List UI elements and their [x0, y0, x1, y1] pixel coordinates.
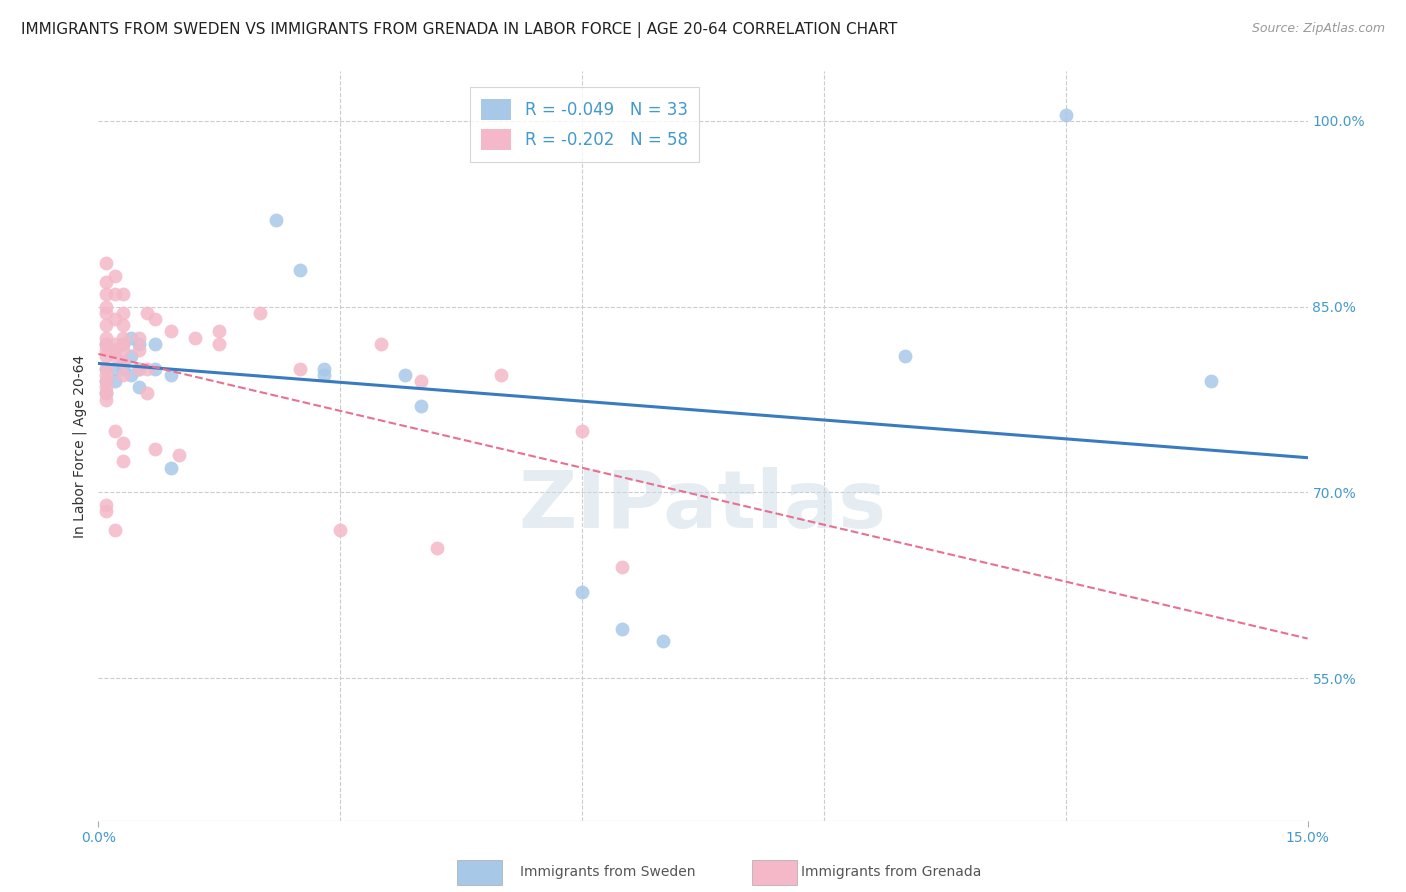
Point: [160, 368, 183, 382]
Point: [128, 361, 150, 376]
Point: [612, 622, 634, 636]
Point: [111, 287, 134, 301]
Point: [370, 336, 392, 351]
Point: [571, 584, 593, 599]
Text: IMMIGRANTS FROM SWEDEN VS IMMIGRANTS FROM GRENADA IN LABOR FORCE | AGE 20-64 COR: IMMIGRANTS FROM SWEDEN VS IMMIGRANTS FRO…: [21, 22, 897, 38]
Point: [96, 386, 118, 401]
Point: [394, 368, 416, 382]
Point: [111, 368, 134, 382]
Point: [96, 504, 118, 518]
Point: [103, 287, 125, 301]
Point: [96, 287, 118, 301]
Point: [96, 368, 118, 382]
Text: Immigrants from Sweden: Immigrants from Sweden: [520, 865, 696, 880]
Legend: R = -0.049   N = 33, R = -0.202   N = 58: R = -0.049 N = 33, R = -0.202 N = 58: [470, 87, 699, 161]
Point: [96, 331, 118, 345]
Point: [96, 336, 118, 351]
Point: [143, 442, 166, 456]
Point: [103, 349, 125, 363]
Point: [96, 361, 118, 376]
Point: [103, 268, 125, 283]
Point: [103, 312, 125, 326]
Point: [111, 343, 134, 357]
Point: [426, 541, 449, 556]
Point: [103, 361, 125, 376]
Point: [1054, 108, 1077, 122]
Point: [135, 306, 157, 320]
Point: [96, 380, 118, 394]
Point: [264, 213, 287, 227]
Point: [103, 343, 125, 357]
Point: [111, 318, 134, 333]
Point: [111, 336, 134, 351]
Point: [103, 336, 125, 351]
Point: [288, 262, 311, 277]
Point: [111, 454, 134, 468]
Point: [143, 312, 166, 326]
Point: [96, 300, 118, 314]
Point: [208, 336, 231, 351]
Point: [143, 336, 166, 351]
Point: [128, 361, 150, 376]
Point: [111, 436, 134, 450]
Point: [143, 361, 166, 376]
Point: [111, 361, 134, 376]
Point: [96, 256, 118, 270]
Point: [111, 355, 134, 369]
Point: [96, 498, 118, 512]
Point: [103, 343, 125, 357]
Point: [160, 325, 183, 339]
Point: [409, 399, 432, 413]
Text: Immigrants from Grenada: Immigrants from Grenada: [801, 865, 981, 880]
Point: [128, 336, 150, 351]
Point: [1199, 374, 1222, 388]
Point: [409, 374, 432, 388]
Y-axis label: In Labor Force | Age 20-64: In Labor Force | Age 20-64: [73, 354, 87, 538]
Point: [96, 392, 118, 407]
Point: [103, 424, 125, 438]
Point: [111, 336, 134, 351]
Point: [96, 318, 118, 333]
Point: [103, 523, 125, 537]
Point: [893, 349, 915, 363]
Point: [96, 386, 118, 401]
Point: [288, 361, 311, 376]
Point: [96, 374, 118, 388]
Point: [120, 368, 142, 382]
Point: [128, 343, 150, 357]
Point: [103, 374, 125, 388]
Point: [329, 523, 352, 537]
Point: [128, 380, 150, 394]
Point: [96, 343, 118, 357]
Point: [111, 306, 134, 320]
Point: [111, 355, 134, 369]
Point: [651, 634, 673, 648]
Point: [612, 559, 634, 574]
Point: [96, 374, 118, 388]
Point: [314, 368, 336, 382]
Point: [111, 331, 134, 345]
Point: [96, 349, 118, 363]
Point: [208, 325, 231, 339]
Point: [167, 448, 190, 462]
Point: [96, 306, 118, 320]
Point: [160, 460, 183, 475]
Point: [135, 386, 157, 401]
Point: [314, 361, 336, 376]
Point: [491, 368, 513, 382]
Point: [96, 275, 118, 289]
Point: [249, 306, 271, 320]
Text: Source: ZipAtlas.com: Source: ZipAtlas.com: [1251, 22, 1385, 36]
Point: [96, 361, 118, 376]
Text: ZIPatlas: ZIPatlas: [519, 467, 887, 545]
Point: [128, 331, 150, 345]
Point: [96, 336, 118, 351]
Point: [135, 361, 157, 376]
Point: [184, 331, 207, 345]
Point: [120, 331, 142, 345]
Point: [120, 349, 142, 363]
Point: [571, 424, 593, 438]
